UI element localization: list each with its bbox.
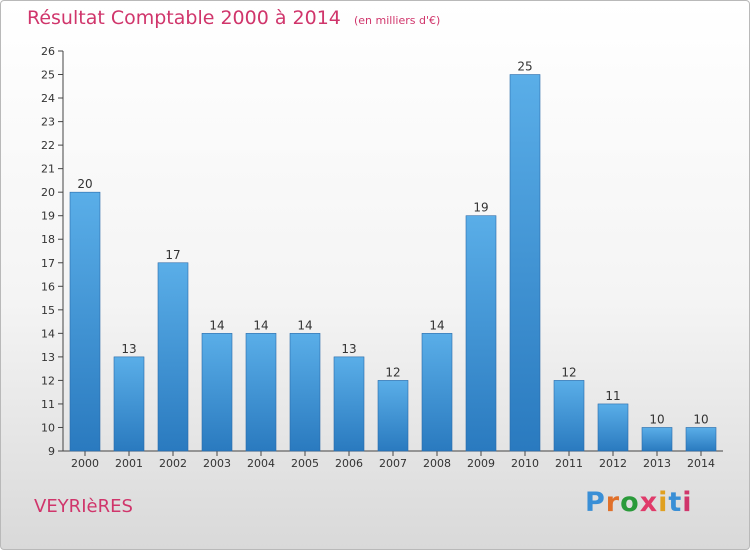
- bar: [509, 74, 541, 452]
- logo-letter: i: [658, 487, 669, 518]
- y-tick-label: 9: [48, 445, 55, 458]
- logo-letter: o: [620, 487, 640, 518]
- y-tick-label: 23: [41, 116, 55, 129]
- y-tick-label: 12: [41, 374, 55, 387]
- bars: 20 13 17 14 14 14 13 12 14 19 25 12 11 10 10: [69, 60, 717, 452]
- bar: [553, 380, 585, 452]
- bar: [597, 403, 629, 452]
- logo-letter: i: [682, 487, 693, 518]
- y-tick-label: 11: [41, 398, 55, 411]
- bar: [421, 333, 453, 452]
- logo-letter: P: [585, 487, 606, 518]
- bar-value-label: 25: [517, 60, 532, 74]
- y-tick-label: 19: [41, 210, 55, 223]
- y-tick-label: 20: [41, 186, 55, 199]
- bar: [245, 333, 277, 452]
- x-tick-label: 2011: [555, 457, 583, 470]
- bar: [685, 427, 717, 452]
- y-tick-label: 15: [41, 304, 55, 317]
- bar: [157, 262, 189, 452]
- bar-value-label: 14: [253, 318, 268, 332]
- town-name: VEYRIèRES: [34, 496, 133, 517]
- y-tick-label: 16: [41, 280, 55, 293]
- x-tick-label: 2000: [71, 457, 99, 470]
- bar: [69, 191, 101, 452]
- logo-letter: r: [605, 487, 621, 518]
- logo-letter: x: [639, 487, 659, 518]
- bar-value-label: 19: [473, 201, 488, 215]
- y-tick-label: 18: [41, 233, 55, 246]
- x-tick-label: 2014: [687, 457, 715, 470]
- bar-value-label: 20: [77, 177, 92, 191]
- bar-value-label: 12: [561, 365, 576, 379]
- bar-value-label: 14: [297, 318, 312, 332]
- y-tick-label: 25: [41, 69, 55, 82]
- x-tick-label: 2009: [467, 457, 495, 470]
- x-tick-label: 2002: [159, 457, 187, 470]
- bar: [289, 333, 321, 452]
- x-tick-label: 2012: [599, 457, 627, 470]
- bar: [333, 356, 365, 452]
- proxiti-logo: Proxiti: [585, 487, 693, 518]
- x-tick-label: 2005: [291, 457, 319, 470]
- x-tick-label: 2013: [643, 457, 671, 470]
- y-tick-label: 10: [41, 421, 55, 434]
- chart-unit: (en milliers d'€): [353, 14, 441, 27]
- x-tick-label: 2003: [203, 457, 231, 470]
- bar-value-label: 11: [605, 389, 620, 403]
- bar-value-label: 14: [429, 318, 444, 332]
- x-tick-label: 2001: [115, 457, 143, 470]
- y-tick-label: 26: [41, 45, 55, 58]
- bar-value-label: 10: [649, 412, 664, 426]
- x-tick-label: 2004: [247, 457, 275, 470]
- bar-value-label: 13: [121, 342, 136, 356]
- bar: [377, 380, 409, 452]
- y-tick-label: 13: [41, 351, 55, 364]
- logo-letter: t: [668, 487, 683, 518]
- bar: [465, 215, 497, 452]
- y-tick-label: 21: [41, 163, 55, 176]
- bar: [641, 427, 673, 452]
- bar-value-label: 13: [341, 342, 356, 356]
- x-tick-label: 2010: [511, 457, 539, 470]
- chart-title: Résultat Comptable 2000 à 2014: [27, 7, 341, 29]
- bar-value-label: 14: [209, 318, 224, 332]
- x-tick-label: 2008: [423, 457, 451, 470]
- title-row: Résultat Comptable 2000 à 2014 (en milli…: [27, 7, 440, 29]
- y-tick-label: 22: [41, 139, 55, 152]
- y-tick-label: 14: [41, 327, 55, 340]
- bar: [201, 333, 233, 452]
- y-tick-label: 24: [41, 92, 55, 105]
- x-tick-label: 2007: [379, 457, 407, 470]
- bar-value-label: 17: [165, 248, 180, 262]
- bar: [113, 356, 145, 452]
- y-tick-label: 17: [41, 257, 55, 270]
- bar-value-label: 10: [693, 412, 708, 426]
- x-tick-label: 2006: [335, 457, 363, 470]
- bar-value-label: 12: [385, 365, 400, 379]
